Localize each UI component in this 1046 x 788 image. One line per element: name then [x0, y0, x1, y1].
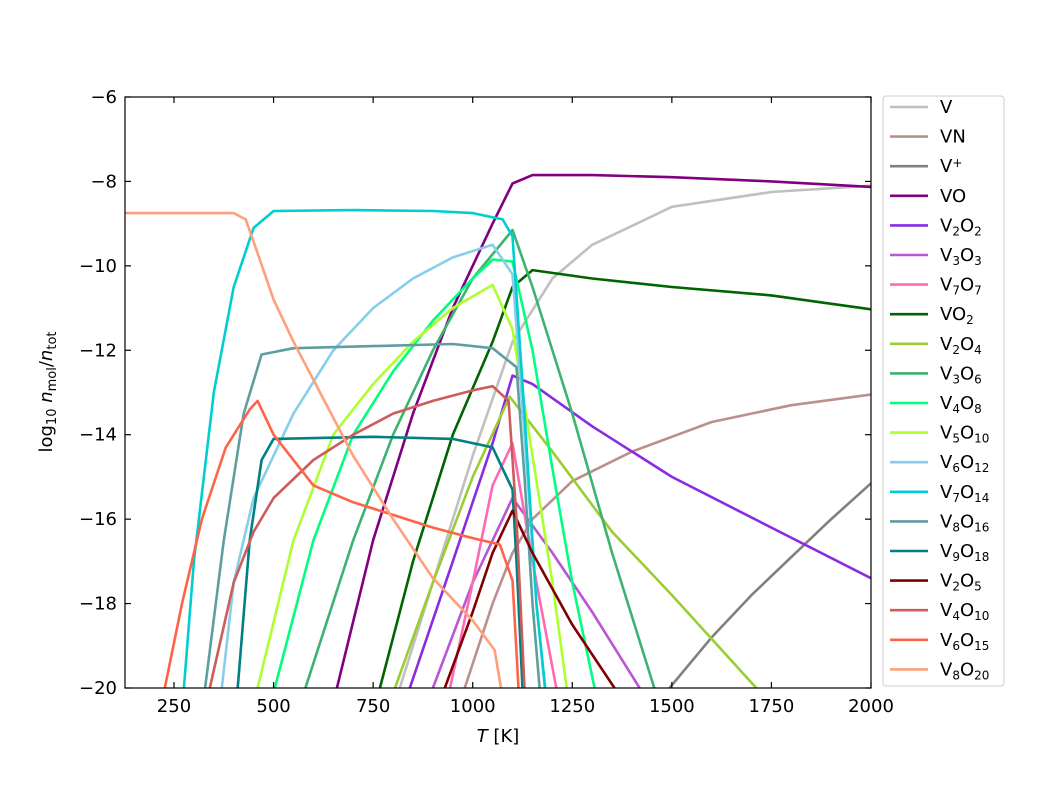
y-tick-label: −16 — [79, 509, 117, 530]
series-line — [378, 268, 871, 688]
label-part: mol — [45, 367, 60, 391]
series-line — [125, 211, 503, 688]
y-tick-label: −8 — [90, 171, 117, 192]
legend-label: V3O3 — [940, 245, 982, 268]
legend-label: V7O14 — [940, 482, 989, 505]
series-line — [393, 395, 758, 688]
series-line — [448, 441, 558, 688]
label-part: tot — [45, 331, 60, 349]
legend-label: V3O6 — [940, 363, 982, 386]
legend-label: V7O7 — [940, 275, 982, 298]
series-line — [273, 258, 596, 688]
legend-label: V4O10 — [940, 600, 989, 623]
legend-label: V5O10 — [940, 423, 989, 446]
legend-label: V+ — [940, 156, 962, 177]
x-tick-label: 1750 — [749, 696, 795, 717]
x-tick-label: 1000 — [450, 696, 496, 717]
legend-label: V2O5 — [940, 571, 982, 594]
legend-label: V — [940, 97, 953, 118]
legend-label: V2O4 — [940, 334, 982, 357]
legend-label: VO — [940, 186, 966, 207]
legend-label: V9O18 — [940, 541, 989, 564]
label-part: T — [477, 726, 490, 747]
series-line — [443, 509, 616, 688]
y-tick-label: −18 — [79, 594, 117, 615]
plot-frame — [124, 96, 872, 689]
legend-label: V4O8 — [940, 393, 982, 416]
x-tick-label: 500 — [256, 696, 290, 717]
y-tick-label: −12 — [79, 340, 117, 361]
label-part: log — [36, 425, 57, 452]
legend-box — [882, 95, 1005, 687]
legend-label: V2O2 — [940, 215, 982, 238]
series-line — [408, 374, 871, 688]
x-axis-label: T [K] — [477, 726, 520, 747]
label-part: [K] — [488, 726, 520, 747]
series-line — [203, 342, 541, 688]
x-tick-label: 1500 — [649, 696, 695, 717]
legend-label: V6O12 — [940, 452, 989, 475]
legend-label: V8O16 — [940, 511, 989, 534]
series-line — [256, 283, 568, 688]
series-line — [182, 208, 547, 688]
series-line — [220, 243, 547, 688]
label-part: n — [36, 350, 57, 361]
series-line — [398, 184, 871, 688]
x-tick-label: 250 — [157, 696, 191, 717]
y-tick-label: −6 — [90, 87, 117, 108]
y-tick-label: −10 — [79, 256, 117, 277]
series-line — [163, 399, 520, 688]
x-tick-label: 750 — [356, 696, 390, 717]
legend-label: VN — [940, 127, 966, 148]
series-line — [335, 173, 871, 688]
series-line — [668, 482, 871, 688]
y-tick-label: −14 — [79, 425, 117, 446]
series-line — [236, 435, 524, 688]
y-tick-label: −20 — [79, 678, 117, 699]
series-line — [463, 393, 871, 688]
legend-label: V8O20 — [940, 659, 989, 682]
label-part: 10 — [45, 409, 60, 426]
y-axis-label: log10 nmol/ntot — [36, 331, 60, 452]
plot-lines — [125, 173, 871, 688]
x-tick-label: 2000 — [848, 696, 894, 717]
label-part: / — [36, 360, 57, 367]
x-tick-label: 1250 — [549, 696, 595, 717]
series-line — [208, 384, 526, 688]
legend-label: V6O15 — [940, 630, 989, 653]
legend-label: VO2 — [940, 304, 974, 327]
label-part: n — [36, 391, 57, 402]
